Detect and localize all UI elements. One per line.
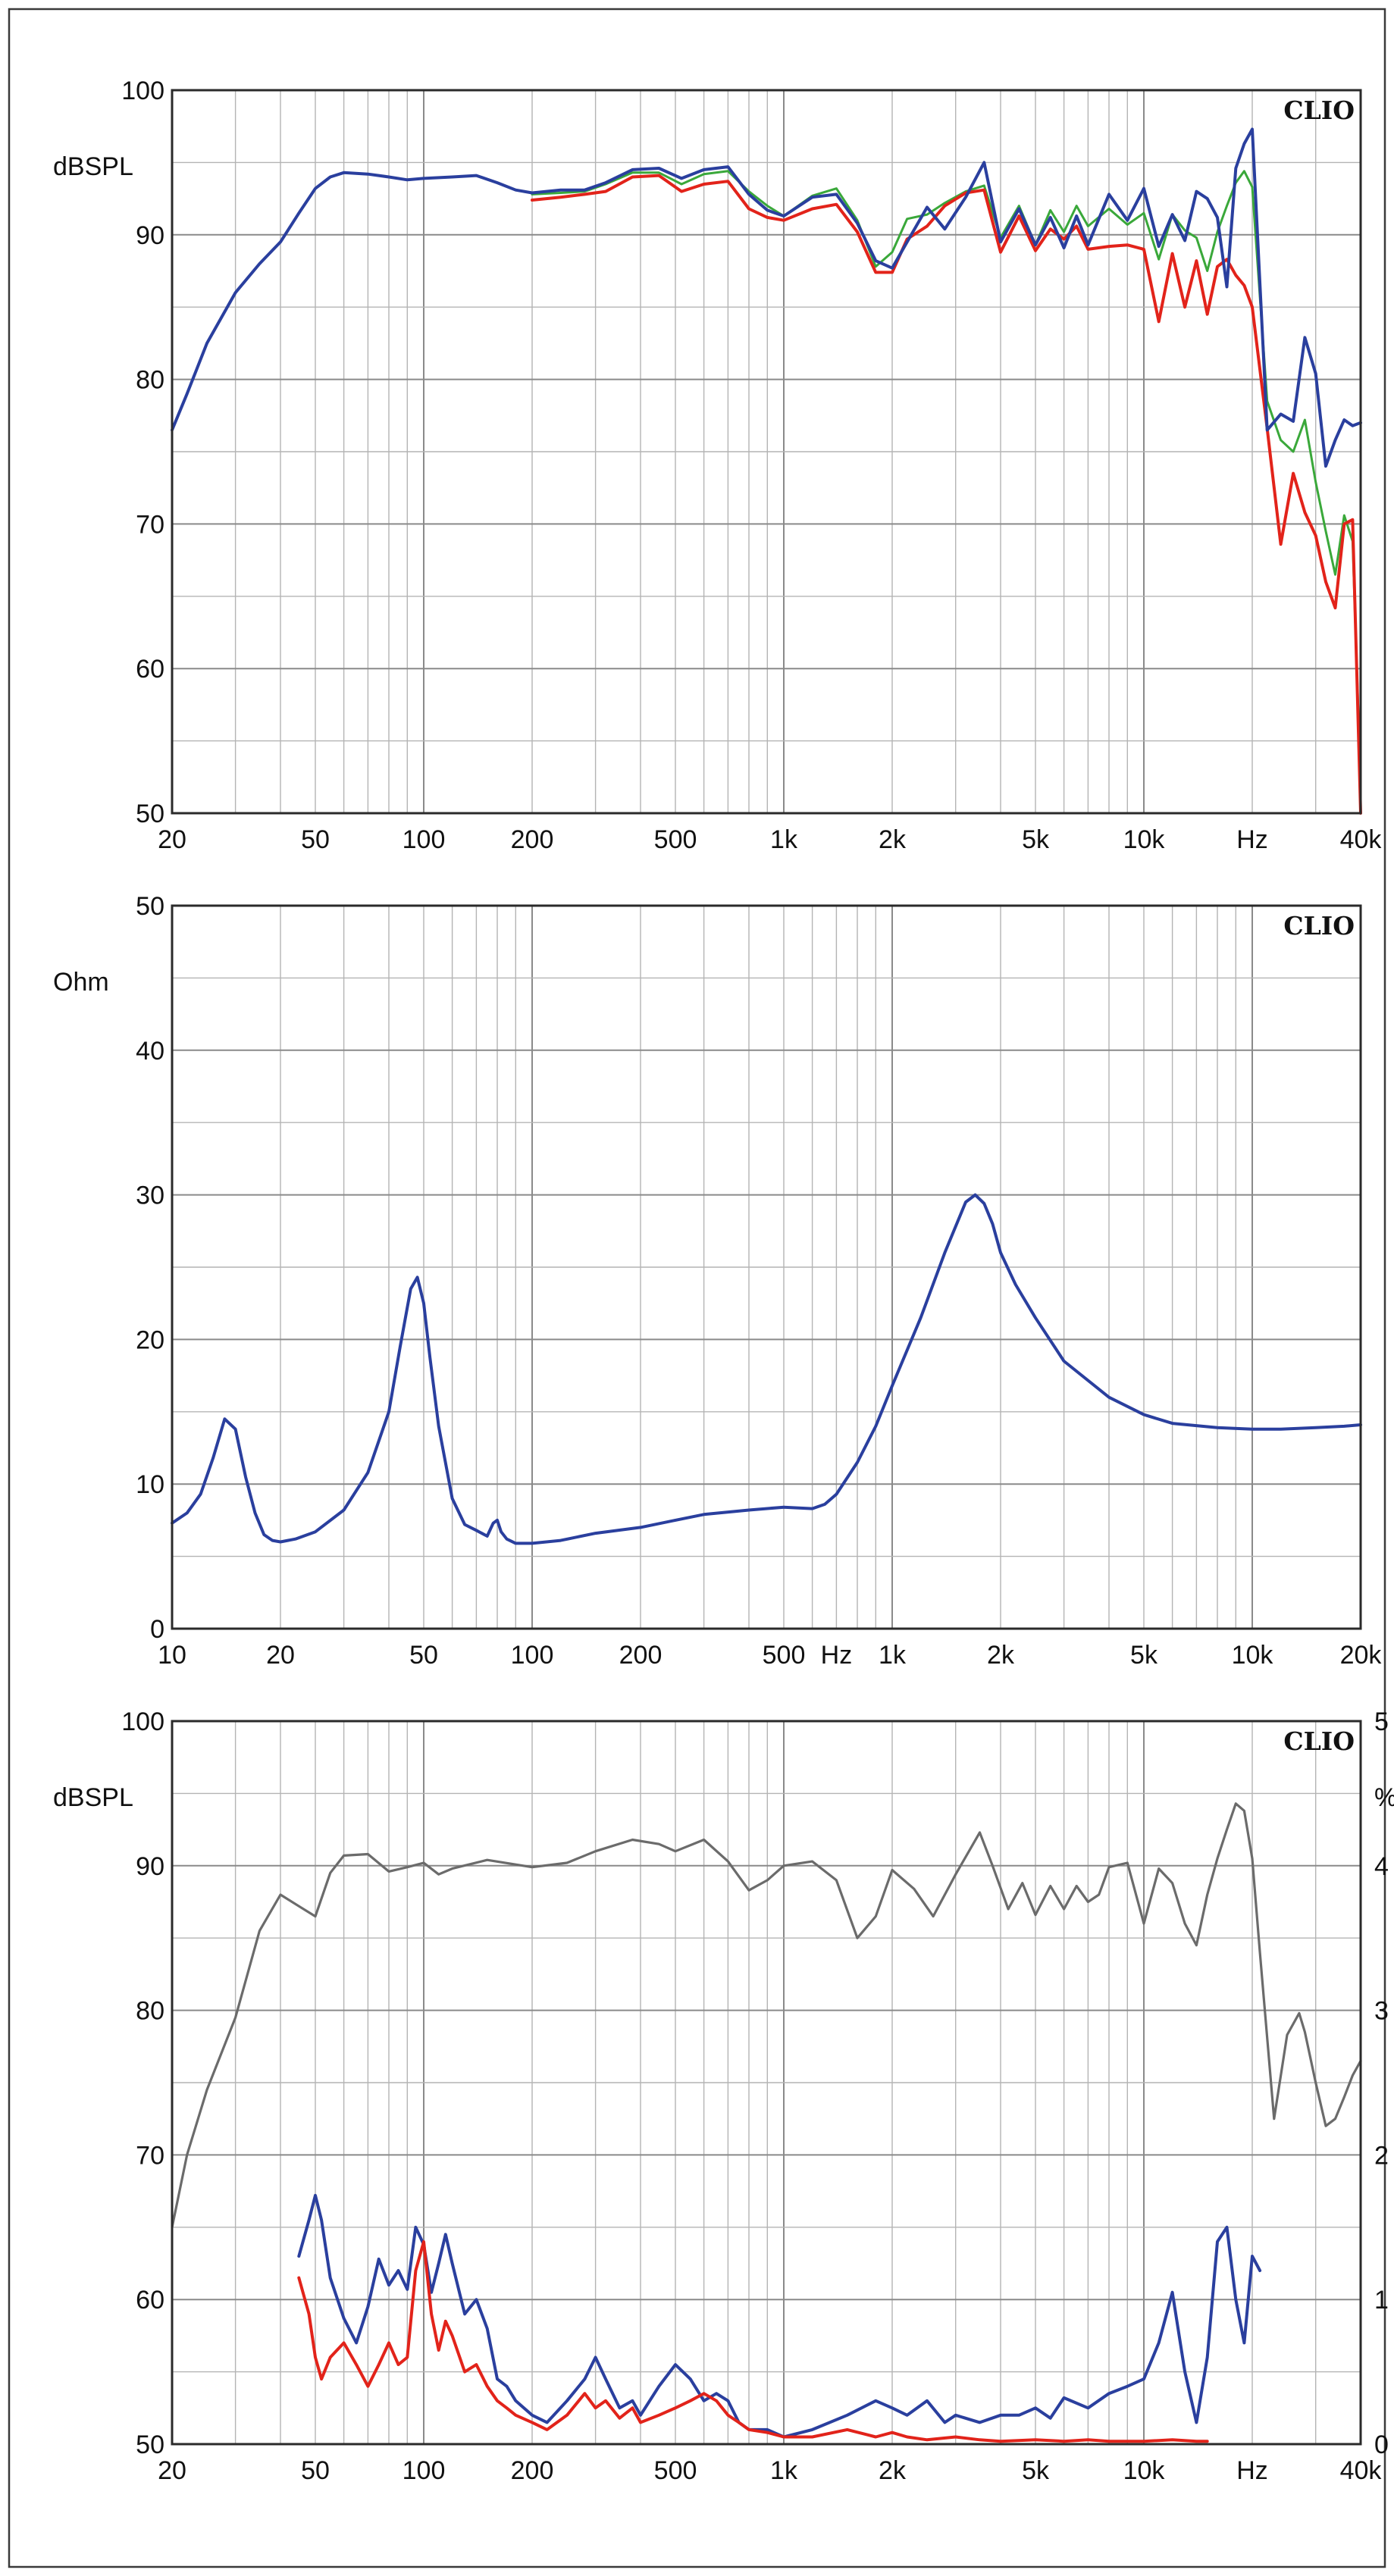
x-tick-label: 1k (879, 1641, 907, 1670)
y2-tick-label: 1 (1374, 2286, 1389, 2315)
series-line-1 (531, 170, 1362, 786)
y2-tick-label: 5 (1374, 1707, 1389, 1736)
x-tick-label: 100 (511, 1641, 554, 1670)
x-tick-label: 10k (1123, 2456, 1166, 2485)
y-tick-label: 20 (136, 1326, 164, 1354)
y2-tick-label: 4 (1374, 1852, 1389, 1881)
page-border (8, 8, 1386, 2568)
y-tick-label: 50 (136, 892, 164, 921)
x-tick-label: 200 (511, 825, 554, 854)
y-axis-unit-label: Ohm (53, 968, 109, 997)
y-tick-label: 90 (136, 221, 164, 250)
y-tick-label: 10 (136, 1470, 164, 1499)
x-tick-label: 100 (403, 825, 446, 854)
clio-watermark: CLIO (1283, 911, 1355, 941)
x-tick-label: 5k (1022, 2456, 1050, 2485)
x-tick-label: 10k (1232, 1641, 1274, 1670)
plot-frame (171, 904, 1362, 1630)
y-tick-label: 70 (136, 2141, 164, 2170)
x-tick-label: 1k (770, 825, 798, 854)
y-tick-label: 100 (121, 77, 164, 105)
x-tick-label: 20 (158, 2456, 186, 2485)
x-tick-label: 20 (266, 1641, 295, 1670)
x-tick-label: 5k (1130, 1641, 1158, 1670)
x-tick-label: 2k (987, 1641, 1015, 1670)
y-tick-label: 70 (136, 510, 164, 539)
x-tick-label: 50 (409, 1641, 438, 1670)
x-tick-label: 200 (511, 2456, 554, 2485)
y-axis-unit-label: dBSPL (53, 1783, 133, 1812)
x-tick-label: Hz (1236, 2456, 1268, 2485)
x-tick-label: 40k (1340, 825, 1383, 854)
y2-tick-label: 3 (1374, 1997, 1389, 2026)
x-tick-label: 50 (301, 825, 330, 854)
series-line-2 (297, 2193, 1262, 2439)
series-line-1 (171, 1802, 1362, 2229)
y-tick-label: 50 (136, 800, 164, 828)
y-tick-label: 40 (136, 1037, 164, 1066)
x-tick-label: 20k (1340, 1641, 1383, 1670)
x-tick-label: 200 (619, 1641, 663, 1670)
y-tick-label: 80 (136, 1997, 164, 2026)
series-line-2 (531, 174, 1362, 815)
x-tick-label: 40k (1340, 2456, 1383, 2485)
x-tick-label: 2k (879, 2456, 907, 2485)
y2-axis-unit-label: % (1374, 1783, 1394, 1812)
clio-watermark: CLIO (1283, 95, 1355, 125)
x-tick-label: 50 (301, 2456, 330, 2485)
x-tick-label: 500 (654, 825, 697, 854)
y2-tick-label: 0 (1374, 2430, 1389, 2459)
x-tick-label: 20 (158, 825, 186, 854)
y-tick-label: 100 (121, 1707, 164, 1736)
series-line-1 (171, 1193, 1362, 1545)
clio-watermark: CLIO (1283, 1726, 1355, 1756)
x-tick-label: 500 (654, 2456, 697, 2485)
x-tick-label: 1k (770, 2456, 798, 2485)
y-tick-label: 50 (136, 2430, 164, 2459)
x-tick-label: 10 (158, 1641, 186, 1670)
x-tick-label: 100 (403, 2456, 446, 2485)
series-line-3 (297, 2240, 1209, 2443)
x-tick-label: 2k (879, 825, 907, 854)
y2-tick-label: 2 (1374, 2141, 1389, 2170)
x-tick-label: 5k (1022, 825, 1050, 854)
x-tick-label: Hz (821, 1641, 853, 1670)
y-axis-unit-label: dBSPL (53, 152, 133, 181)
series-line-3 (171, 127, 1362, 468)
y-tick-label: 30 (136, 1182, 164, 1210)
y-tick-label: 60 (136, 2286, 164, 2315)
x-tick-label: 500 (763, 1641, 806, 1670)
y-tick-label: 90 (136, 1852, 164, 1881)
y-tick-label: 60 (136, 655, 164, 684)
x-tick-label: 10k (1123, 825, 1166, 854)
y-tick-label: 80 (136, 366, 164, 395)
plot-frame (171, 89, 1362, 815)
y-tick-label: 0 (150, 1615, 164, 1644)
plot-frame (171, 1720, 1362, 2446)
x-tick-label: Hz (1236, 825, 1268, 854)
